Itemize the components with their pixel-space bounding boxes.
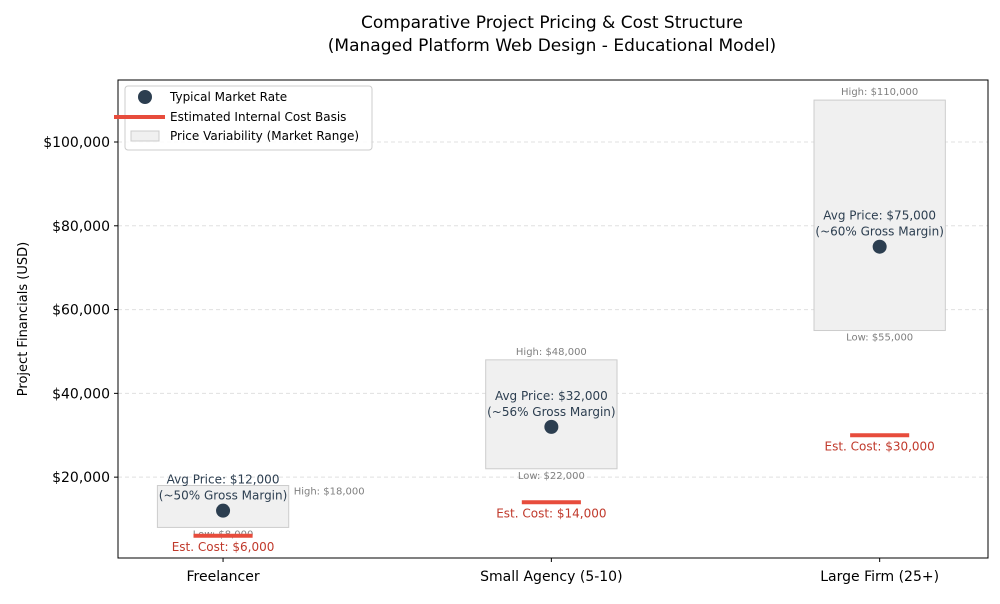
legend-label: Price Variability (Market Range) <box>170 129 359 143</box>
high-label: High: $110,000 <box>841 87 918 98</box>
chart-subtitle: (Managed Platform Web Design - Education… <box>328 36 776 56</box>
chart-title: Comparative Project Pricing & Cost Struc… <box>361 13 743 33</box>
legend-point-marker <box>138 90 152 104</box>
plot-frame <box>117 79 989 559</box>
avg-price-point <box>216 503 231 518</box>
y-tick-label: $60,000 <box>52 303 110 319</box>
cost-label: Est. Cost: $6,000 <box>172 540 275 554</box>
legend-range-marker <box>130 130 160 142</box>
y-tick-label: $40,000 <box>52 386 110 402</box>
margin-label: (~56% Gross Margin) <box>487 405 616 419</box>
avg-price-label: Avg Price: $75,000 <box>823 209 936 223</box>
legend-label: Estimated Internal Cost Basis <box>170 110 346 124</box>
x-tick-label: Large Firm (25+) <box>820 569 939 585</box>
price-range-box <box>485 359 618 470</box>
avg-price-point <box>544 419 559 434</box>
y-tick-label: $100,000 <box>43 135 110 151</box>
avg-price-label: Avg Price: $12,000 <box>167 473 280 487</box>
legend: Typical Market Rate Estimated Internal C… <box>114 85 373 151</box>
high-label: High: $48,000 <box>516 347 587 358</box>
margin-label: (~50% Gross Margin) <box>159 489 288 503</box>
x-tick-label: Small Agency (5-10) <box>480 569 622 585</box>
low-label: Low: $22,000 <box>518 471 585 482</box>
y-axis-label: Project Financials (USD) <box>16 242 31 396</box>
avg-price-point <box>872 239 887 254</box>
low-label: Low: $55,000 <box>846 333 913 344</box>
avg-price-label: Avg Price: $32,000 <box>495 389 608 403</box>
legend-label: Typical Market Rate <box>169 90 287 104</box>
y-tick-label: $80,000 <box>52 219 110 235</box>
margin-label: (~60% Gross Margin) <box>815 225 944 239</box>
y-tick-label: $20,000 <box>52 470 110 486</box>
high-label: High: $18,000 <box>294 487 365 498</box>
cost-label: Est. Cost: $30,000 <box>824 439 934 453</box>
cost-label: Est. Cost: $14,000 <box>496 506 606 520</box>
x-tick-label: Freelancer <box>186 569 259 585</box>
price-range-box <box>813 99 946 332</box>
